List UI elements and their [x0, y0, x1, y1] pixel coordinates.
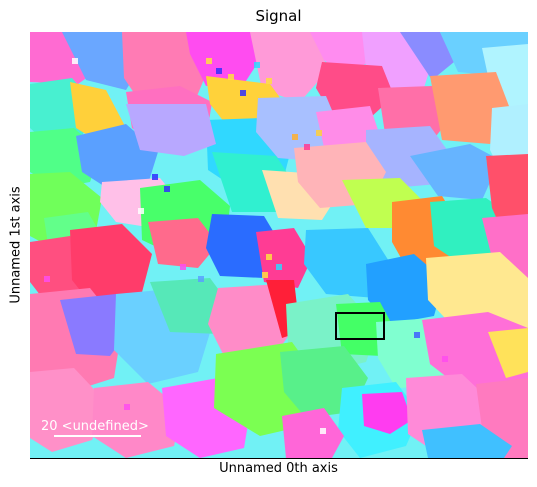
y-axis-label: Unnamed 1st axis: [8, 186, 24, 304]
noise-clusters: [44, 58, 448, 434]
scalebar-line: [54, 435, 141, 437]
roi-rectangle[interactable]: [335, 312, 385, 340]
signal-image[interactable]: [30, 32, 528, 458]
x-axis-line: [30, 458, 528, 459]
scalebar-label: 20 <undefined>: [41, 419, 149, 434]
plot-title: Signal: [255, 7, 302, 25]
grain-map: [30, 32, 528, 458]
x-axis-label: Unnamed 0th axis: [219, 461, 338, 476]
